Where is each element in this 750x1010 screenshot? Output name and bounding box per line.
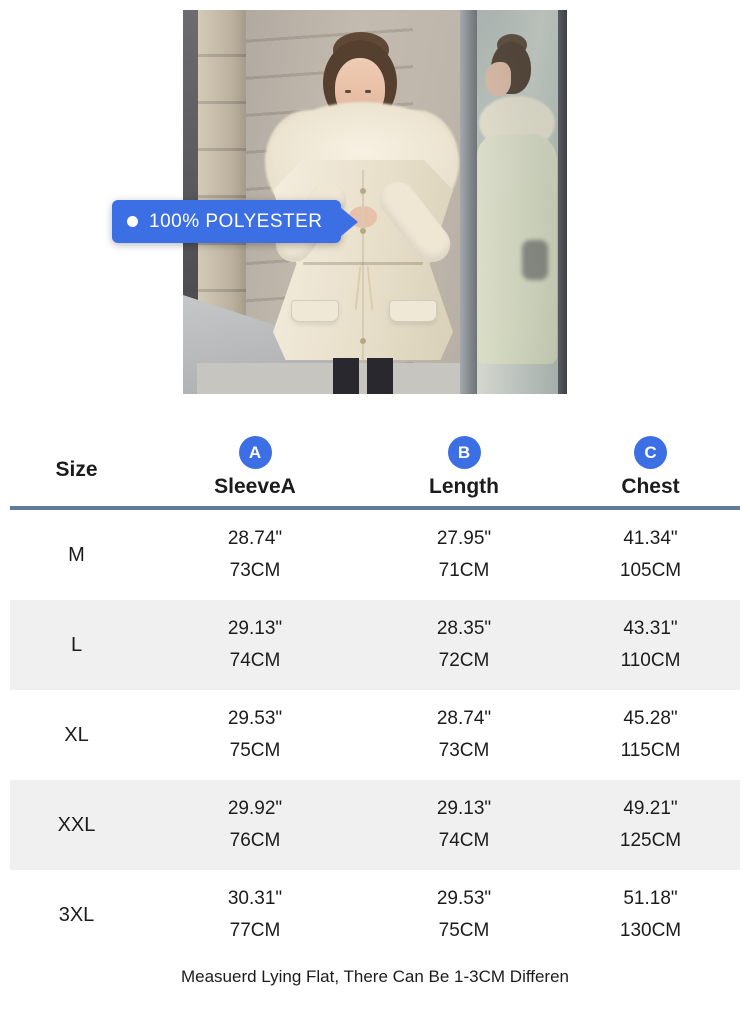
value-cm: 74CM [229,649,281,671]
table-row-l: L 29.13" 74CM 28.35" 72CM 43.31" 110CM [10,600,740,690]
table-row-3xl: 3XL 30.31" 77CM 29.53" 75CM 51.18" 130CM [10,870,740,960]
size-chart: Size A SleeveA B Length C Chest M 28.74"… [10,420,740,987]
value-inches: 51.18" [623,888,678,910]
badge-c: C [634,436,667,469]
length-cell: 28.35" 72CM [367,600,561,690]
size-chart-header: Size A SleeveA B Length C Chest [10,420,740,506]
pocket-flap [389,300,437,322]
reflection-face [485,62,511,96]
value-inches: 45.28" [623,708,678,730]
sleeve-cell: 30.31" 77CM [143,870,367,960]
value-cm: 71CM [438,559,490,581]
chest-cell: 41.34" 105CM [561,510,740,600]
column-label-chest: Chest [621,475,680,498]
chest-cell: 43.31" 110CM [561,600,740,690]
value-cm: 74CM [438,829,490,851]
drawstring-waist [303,262,423,265]
measurement-note: Measuerd Lying Flat, There Can Be 1-3CM … [180,967,570,986]
pants-leg [367,358,393,394]
glass-sheen [477,10,558,394]
value-cm: 115CM [620,739,681,761]
value-cm: 72CM [438,649,490,671]
callout-arrow-icon [339,206,358,237]
column-label-sleeve: SleeveA [214,475,296,498]
length-cell: 27.95" 71CM [367,510,561,600]
material-callout-text: 100% POLYESTER [149,210,323,232]
value-inches: 27.95" [436,528,492,550]
length-cell: 28.74" 73CM [367,690,561,780]
value-inches: 28.74" [436,708,492,730]
size-label: 3XL [58,903,95,926]
sleeve-cell: 28.74" 73CM [143,510,367,600]
value-inches: 49.21" [623,798,678,820]
value-inches: 30.31" [227,888,283,910]
sleeve-cell: 29.92" 76CM [143,780,367,870]
sleeve-cell: 29.53" 75CM [143,690,367,780]
value-inches: 29.53" [436,888,492,910]
mirror-frame-right [558,10,567,394]
eye [345,90,351,93]
value-inches: 43.31" [623,618,678,640]
size-label: L [70,633,83,656]
value-inches: 29.92" [227,798,283,820]
value-inches: 29.13" [227,618,283,640]
mirror [460,10,567,394]
bullet-dot-icon [127,216,138,227]
value-cm: 75CM [229,739,281,761]
jacket-button [360,228,366,234]
mirror-glass [477,10,558,394]
size-label: M [68,543,85,566]
chest-cell: 51.18" 130CM [561,870,740,960]
product-photo: 100% POLYESTER [112,10,567,394]
badge-b: B [447,436,481,469]
value-cm: 125CM [619,829,682,851]
value-cm: 130CM [619,919,682,941]
badge-a: A [238,436,272,469]
jacket-placket [362,170,364,360]
eye [365,90,371,93]
value-cm: 73CM [229,559,281,581]
header-divider [10,506,740,510]
column-label-length: Length [429,475,499,498]
column-header-chest: C Chest [561,436,740,506]
value-cm: 75CM [438,919,490,941]
jacket-button [360,338,366,344]
pants-leg [333,358,359,394]
column-header-sleeve: A SleeveA [143,436,367,506]
pocket-flap [291,300,339,322]
table-row-xl: XL 29.53" 75CM 28.74" 73CM 45.28" 115CM [10,690,740,780]
value-cm: 73CM [438,739,490,761]
value-cm: 76CM [229,829,281,851]
chest-cell: 45.28" 115CM [561,690,740,780]
size-label: XXL [57,813,96,836]
table-row-xxl: XXL 29.92" 76CM 29.13" 74CM 49.21" 125CM [10,780,740,870]
material-callout: 100% POLYESTER [112,200,358,243]
value-inches: 41.34" [623,528,678,550]
sleeve-cell: 29.13" 74CM [143,600,367,690]
model-figure [263,32,463,394]
length-cell: 29.53" 75CM [367,870,561,960]
table-row-m: M 28.74" 73CM 27.95" 71CM 41.34" 105CM [10,510,740,600]
size-column-header: Size [55,458,98,481]
value-cm: 105CM [619,559,682,581]
value-cm: 110CM [620,649,681,671]
value-inches: 28.35" [436,618,492,640]
value-inches: 28.74" [227,528,283,550]
reflection-street-shape [522,240,548,280]
jacket-button [360,188,366,194]
size-label: XL [64,723,89,746]
value-inches: 29.53" [227,708,283,730]
value-inches: 29.13" [436,798,492,820]
value-cm: 77CM [229,919,281,941]
chest-cell: 49.21" 125CM [561,780,740,870]
mirror-frame [460,10,477,394]
column-header-length: B Length [367,436,561,506]
length-cell: 29.13" 74CM [367,780,561,870]
